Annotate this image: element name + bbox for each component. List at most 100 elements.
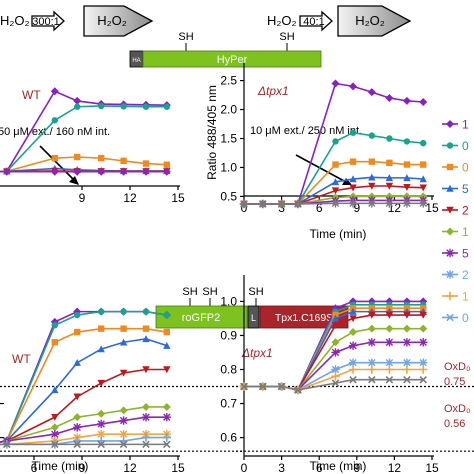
data-point <box>368 173 376 181</box>
sh-label: SH <box>178 31 193 43</box>
sh-label: SH <box>248 286 263 298</box>
data-point <box>163 440 171 449</box>
data-point <box>331 379 340 387</box>
data-point <box>349 129 357 136</box>
data-point <box>403 183 411 191</box>
data-point <box>331 338 340 347</box>
panel-title-rogfp-dtpx1: Δtpx1 <box>241 346 273 360</box>
h2o2-gradient-mutant: H₂O₂ 40:1 H₂O₂ <box>267 5 412 37</box>
data-point <box>163 328 170 336</box>
data-point <box>446 184 454 192</box>
h2o2-in-label-b: H₂O₂ <box>267 13 297 28</box>
h2o2-in-label: H₂O₂ <box>0 13 30 28</box>
data-point <box>348 199 358 208</box>
data-point <box>386 135 393 142</box>
data-point <box>120 157 127 165</box>
series-line <box>244 378 424 391</box>
series-line <box>0 105 167 173</box>
data-point <box>163 311 170 319</box>
data-point <box>73 423 82 432</box>
series-line <box>244 202 424 205</box>
data-point <box>331 79 340 88</box>
data-point <box>419 365 428 374</box>
oxd-label-high: OxD₀ <box>444 361 471 373</box>
data-point <box>50 423 59 432</box>
legend-label: 2 <box>462 204 469 218</box>
x-tick-label: 6 <box>31 461 38 474</box>
data-point <box>368 311 376 319</box>
data-point <box>97 440 105 449</box>
x-tick-label: 9 <box>79 191 86 205</box>
data-point <box>368 375 376 384</box>
data-point <box>419 98 428 107</box>
legend-item: 2 <box>442 204 469 218</box>
data-point <box>331 372 340 381</box>
data-point <box>420 139 427 147</box>
data-point <box>446 313 454 322</box>
series-line <box>0 368 167 443</box>
data-point <box>120 325 127 332</box>
legend-item: 0 <box>442 139 469 153</box>
data-point <box>119 167 128 176</box>
data-point <box>239 199 249 209</box>
x-tick-label: 12 <box>123 191 137 205</box>
data-point <box>403 161 411 168</box>
chart-rogfp-dtpx1: 0 3 6 9 12 15 Time (min) 0.6 0.7 0.8 0.9 1.0 <box>220 275 474 474</box>
data-point <box>73 440 81 449</box>
data-point <box>141 412 151 422</box>
data-point <box>419 199 428 208</box>
rogfp2-label: roGFP2 <box>182 312 221 324</box>
series-line <box>0 338 168 443</box>
x-axis-label: Time (min) <box>310 459 367 473</box>
data-point <box>97 419 106 429</box>
chart-hyper-wt: 9 12 15 <box>0 87 185 205</box>
data-point <box>349 82 358 91</box>
data-point <box>385 182 394 190</box>
legend-label: 1 <box>462 118 469 132</box>
data-point <box>348 358 358 367</box>
ratio-wt: 300:1 <box>32 16 60 28</box>
legend-item: 1 <box>442 118 469 132</box>
data-point <box>331 348 340 357</box>
y-tick-label: 2.0 <box>220 103 237 117</box>
data-point <box>259 382 267 391</box>
legend-item: 1 <box>442 225 469 239</box>
h2o2-out-label-b: H₂O₂ <box>355 13 385 28</box>
series-7 <box>239 199 428 209</box>
x-tick-label: 15 <box>171 461 185 474</box>
legend: 1 0 0 5 2 1 5 2 1 0 <box>442 118 469 325</box>
legend-item: 5 <box>442 182 469 196</box>
data-point <box>98 154 105 162</box>
data-point <box>119 406 128 415</box>
data-point <box>142 440 150 449</box>
data-point <box>349 375 357 384</box>
data-point <box>142 402 150 411</box>
data-point <box>385 358 394 367</box>
x-tick-label: 15 <box>425 461 439 474</box>
data-point <box>331 187 340 195</box>
x-tick-label: 15 <box>425 201 439 215</box>
data-point <box>402 365 412 374</box>
data-point <box>367 358 377 367</box>
panel-title-hyper-wt: WT <box>22 88 41 102</box>
data-point <box>162 402 171 411</box>
data-point <box>403 174 411 182</box>
data-point <box>445 248 455 258</box>
data-point <box>385 375 394 384</box>
series-line <box>0 156 167 173</box>
data-point <box>119 416 128 425</box>
data-point <box>445 291 455 301</box>
data-point <box>50 167 59 176</box>
data-point <box>331 314 340 322</box>
legend-label: 5 <box>462 182 469 196</box>
series-line <box>0 310 167 443</box>
series-line <box>0 433 167 446</box>
data-point <box>142 103 150 110</box>
linker-box <box>247 305 260 329</box>
data-point <box>348 341 358 350</box>
data-point <box>385 324 394 333</box>
arrow-head-icon <box>342 178 352 185</box>
data-point <box>294 386 302 394</box>
data-point <box>97 167 106 176</box>
data-point <box>163 161 170 168</box>
